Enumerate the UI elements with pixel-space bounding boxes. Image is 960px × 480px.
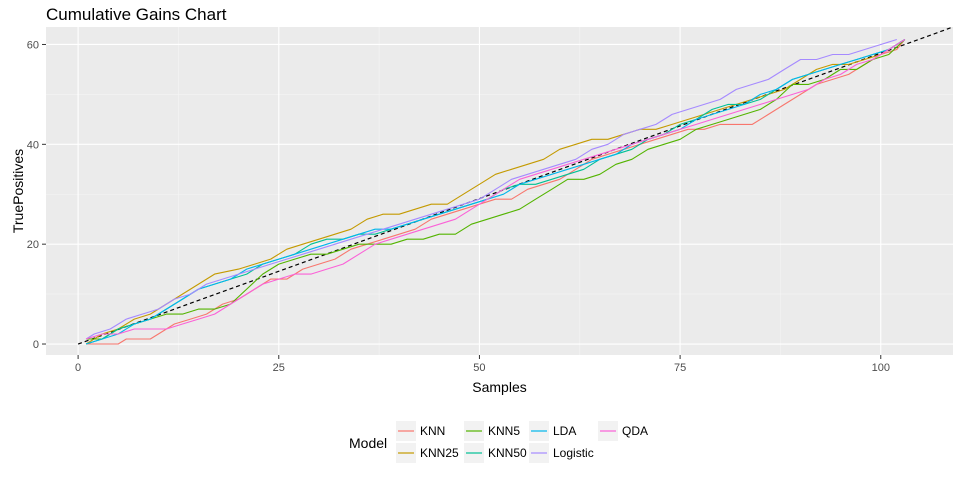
- legend-item-knn25: KNN25: [396, 443, 459, 463]
- series-line-logistic: [85, 38, 897, 340]
- x-tick-label: 0: [75, 362, 81, 374]
- series-line-qda: [85, 39, 906, 340]
- legend-item-knn50: KNN50: [464, 443, 527, 463]
- legend-label: KNN25: [420, 446, 459, 460]
- chart-title: Cumulative Gains Chart: [46, 5, 227, 24]
- legend-item-knn5: KNN5: [464, 421, 520, 441]
- legend-label: Logistic: [553, 446, 594, 460]
- series-layer: [85, 38, 906, 345]
- y-axis-title: TruePositives: [10, 149, 26, 233]
- x-tick-label: 75: [674, 362, 686, 374]
- legend: Model KNN KNN25 KNN5 KNN50 LDA Logistic QDA: [349, 421, 648, 463]
- legend-item-lda: LDA: [529, 421, 576, 441]
- legend-item-knn: KNN: [396, 421, 445, 441]
- legend-label: QDA: [622, 424, 648, 438]
- legend-item-qda: QDA: [598, 421, 648, 441]
- legend-title: Model: [349, 435, 387, 451]
- legend-label: KNN50: [488, 446, 527, 460]
- series-line-lda: [85, 39, 906, 345]
- series-line-knn5: [86, 39, 906, 340]
- y-tick-label: 0: [33, 339, 39, 351]
- y-tick-label: 60: [27, 39, 39, 51]
- x-axis-title: Samples: [472, 379, 526, 395]
- series-line-knn: [86, 39, 906, 345]
- x-tick-label: 50: [473, 362, 485, 374]
- x-tick-label: 100: [872, 362, 890, 374]
- y-tick-label: 20: [27, 239, 39, 251]
- legend-label: LDA: [553, 424, 576, 438]
- legend-item-logistic: Logistic: [529, 443, 594, 463]
- series-line-knn25: [85, 39, 906, 345]
- y-tick-label: 40: [27, 139, 39, 151]
- grid-lines: [46, 27, 953, 355]
- x-tick-label: 25: [273, 362, 285, 374]
- legend-label: KNN: [420, 424, 445, 438]
- axes: 0 25 50 75 100 0 20 40 60: [27, 39, 890, 374]
- legend-label: KNN5: [488, 424, 520, 438]
